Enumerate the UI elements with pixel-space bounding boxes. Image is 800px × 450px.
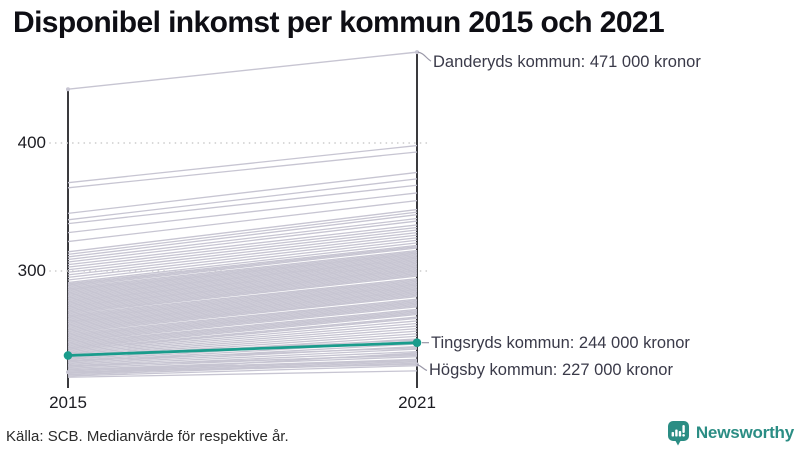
x-axis-label-2015: 2015 bbox=[49, 393, 87, 412]
newsworthy-logo: Newsworthy bbox=[667, 420, 794, 446]
annotation-tingsryd: Tingsryds kommun: 244 000 kronor bbox=[431, 334, 690, 352]
source-note: Källa: SCB. Medianvärde för respektive å… bbox=[6, 428, 289, 445]
brand-name: Newsworthy bbox=[695, 423, 794, 442]
x-axis-label-2021: 2021 bbox=[398, 393, 436, 412]
bar-chart-speech-bubble-icon bbox=[667, 421, 689, 446]
annotation-hogsby: Högsby kommun: 227 000 kronor bbox=[429, 361, 673, 379]
y-axis-label-400: 400 bbox=[17, 133, 46, 152]
y-axis-label-300: 300 bbox=[17, 261, 46, 280]
page-title: Disponibel inkomst per kommun 2015 och 2… bbox=[13, 6, 665, 39]
annotation-danderyd: Danderyds kommun: 471 000 kronor bbox=[433, 53, 701, 71]
